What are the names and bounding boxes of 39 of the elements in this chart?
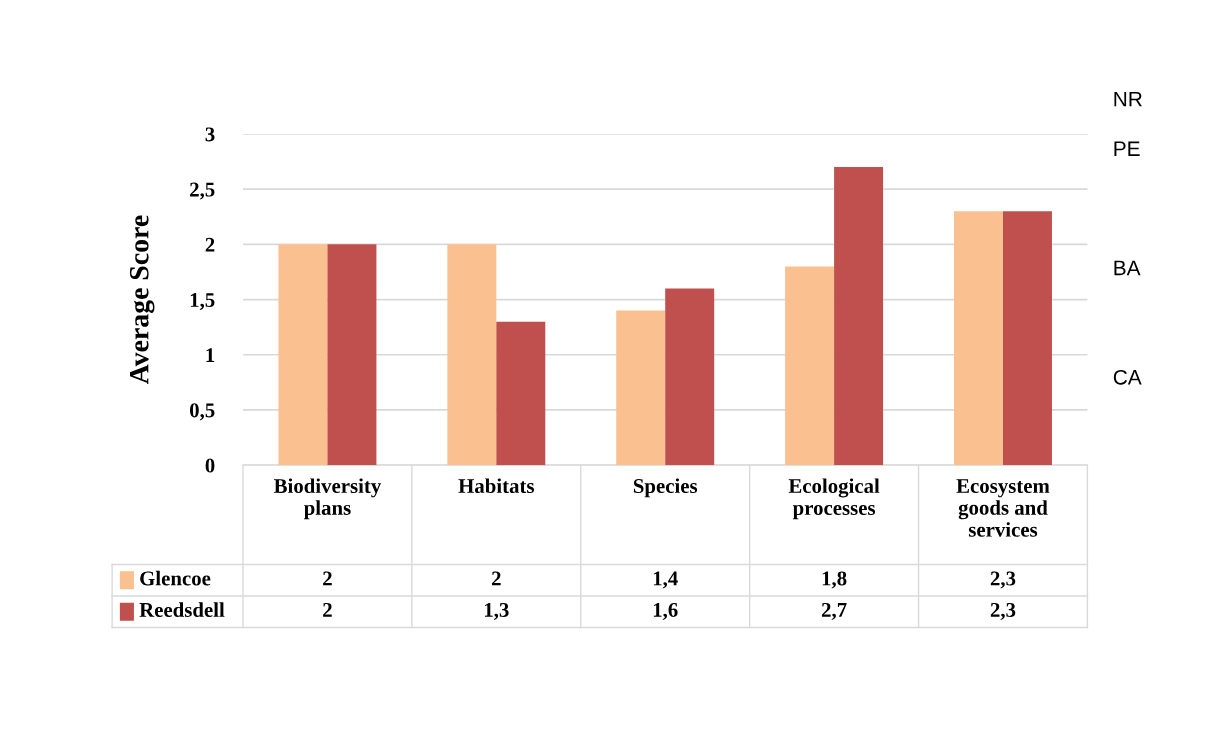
- data-label: 1,8: [822, 571, 847, 589]
- x-tick-label: Habitats: [458, 478, 535, 494]
- text: CA: [1113, 369, 1142, 385]
- bar: [785, 266, 835, 466]
- bar: [447, 244, 497, 466]
- bar: [616, 310, 666, 466]
- y-tick-label: 2: [205, 237, 215, 252]
- x-tick-label: Ecosystem goods and services: [956, 479, 1050, 537]
- y-tick-label: 0,5: [189, 403, 215, 421]
- y-axis-title: Average Score: [129, 215, 155, 385]
- data-label: 2: [323, 571, 332, 586]
- bar: [278, 244, 328, 466]
- y-tick-label: 2,5: [190, 182, 215, 200]
- bar: [327, 244, 377, 466]
- data-label: 2: [491, 571, 501, 586]
- x-tick-label: Biodiversity plans: [273, 478, 382, 520]
- data-label: 2,3: [990, 571, 1016, 589]
- bar: [1002, 211, 1052, 466]
- legend-label: Glencoe: [140, 570, 211, 586]
- bar: [496, 321, 546, 466]
- x-tick-label: Ecological processes: [788, 478, 880, 520]
- text: BA: [1114, 260, 1141, 276]
- data-label: 1,6: [653, 602, 678, 620]
- x-tick-label: Species: [633, 478, 698, 498]
- data-label: 2,7: [821, 602, 847, 620]
- bar: [834, 167, 884, 466]
- y-tick-label: 1,5: [190, 293, 215, 311]
- bar: [665, 288, 715, 466]
- text: PE: [1114, 141, 1140, 156]
- bar: [954, 211, 1003, 466]
- y-tick-label: 0: [205, 458, 215, 473]
- y-tick-label: 1: [206, 348, 215, 362]
- text: NR: [1114, 91, 1142, 107]
- y-tick-label: 3: [205, 127, 215, 142]
- legend-label: Reedsdell: [139, 602, 225, 617]
- data-label: 2: [323, 602, 332, 617]
- data-label: 1,3: [484, 602, 509, 620]
- data-label: 2,3: [990, 602, 1016, 620]
- data-label: 1,4: [653, 571, 678, 589]
